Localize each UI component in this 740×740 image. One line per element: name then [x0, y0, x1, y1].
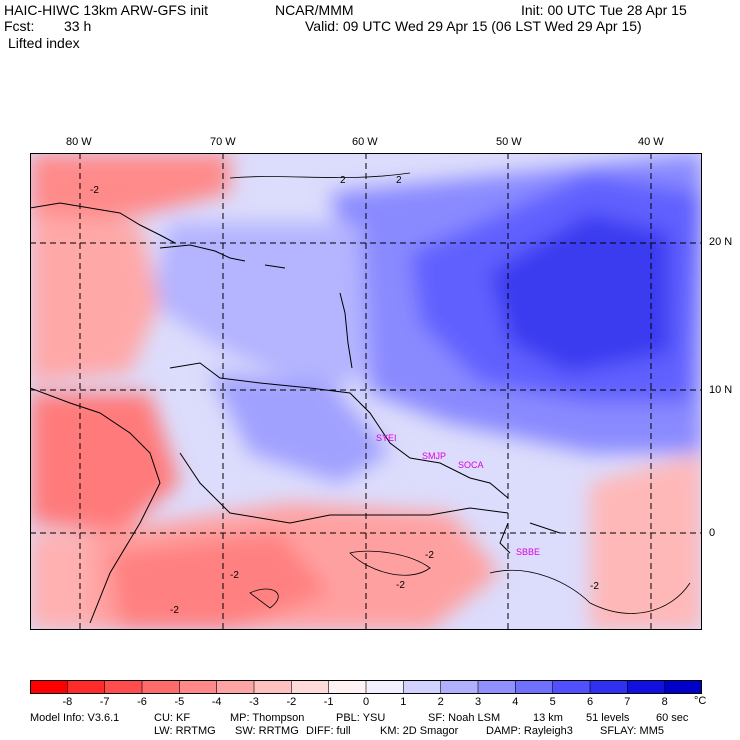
colorbar-swatch	[440, 680, 479, 694]
lifted-index-map: -2 2 2 -2 -2 -2 -2 -2 SYEI SMJP SOCA SBB…	[30, 153, 702, 630]
lon-label: 60 W	[352, 136, 378, 148]
sflay-info: SFLAY: MM5	[600, 725, 664, 737]
levels-info: 51 levels	[586, 712, 630, 724]
colorbar-swatch	[590, 680, 628, 694]
lon-label: 80 W	[66, 136, 92, 148]
colorbar-swatch	[664, 680, 702, 694]
contour-label: -2	[170, 605, 179, 616]
lat-label: 0	[709, 527, 716, 539]
model-title: HAIC-HIWC 13km ARW-GFS init	[4, 2, 209, 18]
map-frame	[30, 153, 702, 630]
contours	[229, 172, 691, 614]
colorbar-tick-label: 4	[512, 696, 519, 708]
lon-label: 40 W	[638, 136, 664, 148]
colorbar-tick-label: -7	[99, 696, 110, 708]
colorbar-swatch	[552, 680, 591, 694]
contour-label: 2	[396, 175, 402, 186]
contour-label: -2	[90, 185, 99, 196]
colorbar-tick-label: -3	[249, 696, 259, 708]
colorbar-swatch	[291, 680, 330, 694]
forecast-hour: 33 h	[64, 18, 92, 34]
contour-label: -2	[590, 581, 599, 592]
colorbar-tick-label: 1	[400, 696, 407, 708]
mp-info: MP: Thompson	[230, 712, 305, 724]
colorbar-swatch	[67, 680, 106, 694]
cu-info: CU: KF	[154, 712, 191, 724]
contour-label: -2	[425, 550, 434, 561]
colorbar-swatch	[478, 680, 516, 694]
station-soca: SOCA	[458, 460, 484, 470]
valid-time: Valid: 09 UTC Wed 29 Apr 15 (06 LST Wed …	[305, 18, 642, 34]
init-time: Init: 00 UTC Tue 28 Apr 15	[521, 2, 687, 18]
lw-info: LW: RRTMG	[154, 725, 216, 737]
colorbar-swatch	[216, 680, 255, 694]
colorbar-tick-label: -5	[174, 696, 185, 708]
station-sbbe: SBBE	[516, 547, 540, 557]
colorbar-swatch	[403, 680, 442, 694]
colorbar-swatch	[104, 680, 143, 694]
lat-label: 20 N	[709, 236, 733, 248]
colorbar-tick-label: 6	[586, 696, 594, 708]
colorbar-swatch	[179, 680, 218, 694]
km-info: KM: 2D Smagor	[380, 725, 459, 737]
colorbar-tick-label: -6	[137, 696, 147, 708]
colorbar-tick-label: 2	[437, 696, 444, 708]
lat-label: 10 N	[709, 384, 733, 396]
colorbar-swatch	[30, 680, 68, 694]
model-info: Model Info: V3.6.1	[30, 712, 120, 724]
pbl-info: PBL: YSU	[336, 712, 386, 724]
forecast-label: Fcst:	[4, 18, 35, 34]
field-name: Lifted index	[8, 35, 80, 51]
station-syei: SYEI	[376, 433, 397, 443]
colorbar-tick-label: -4	[211, 696, 222, 708]
coastlines	[30, 202, 561, 624]
lon-label: 50 W	[496, 136, 522, 148]
lon-label: 70 W	[210, 136, 236, 148]
colorbar-swatch	[254, 680, 292, 694]
timestep-info: 60 sec	[656, 712, 689, 724]
colorbar-tick-label: -8	[62, 696, 73, 708]
colorbar	[30, 680, 702, 694]
colorbar-swatch	[366, 680, 404, 694]
colorbar-swatch	[142, 680, 180, 694]
sw-info: SW: RRTMG	[235, 725, 299, 737]
colorbar-swatch	[328, 680, 367, 694]
contour-label: -2	[396, 580, 405, 591]
sf-info: SF: Noah LSM	[428, 712, 501, 724]
diff-info: DIFF: full	[306, 725, 351, 737]
colorbar-tick-label: 0	[362, 696, 370, 708]
colorbar-unit: °C	[694, 695, 707, 707]
colorbar-tick-label: 7	[624, 696, 631, 708]
contour-label: 2	[340, 175, 346, 186]
resolution-info: 13 km	[533, 712, 563, 724]
colorbar-swatch	[515, 680, 554, 694]
colorbar-swatch	[627, 680, 666, 694]
damp-info: DAMP: Rayleigh3	[486, 725, 573, 737]
org-label: NCAR/MMM	[275, 2, 354, 18]
colorbar-tick-label: 3	[474, 696, 482, 708]
colorbar-tick-label: -1	[323, 696, 334, 708]
station-smjp: SMJP	[422, 451, 446, 461]
colorbar-tick-label: 5	[549, 696, 556, 708]
contour-label: -2	[230, 570, 239, 581]
lat-lon-grid	[30, 153, 702, 630]
colorbar-tick-label: -2	[286, 696, 297, 708]
colorbar-tick-label: 8	[661, 696, 668, 708]
